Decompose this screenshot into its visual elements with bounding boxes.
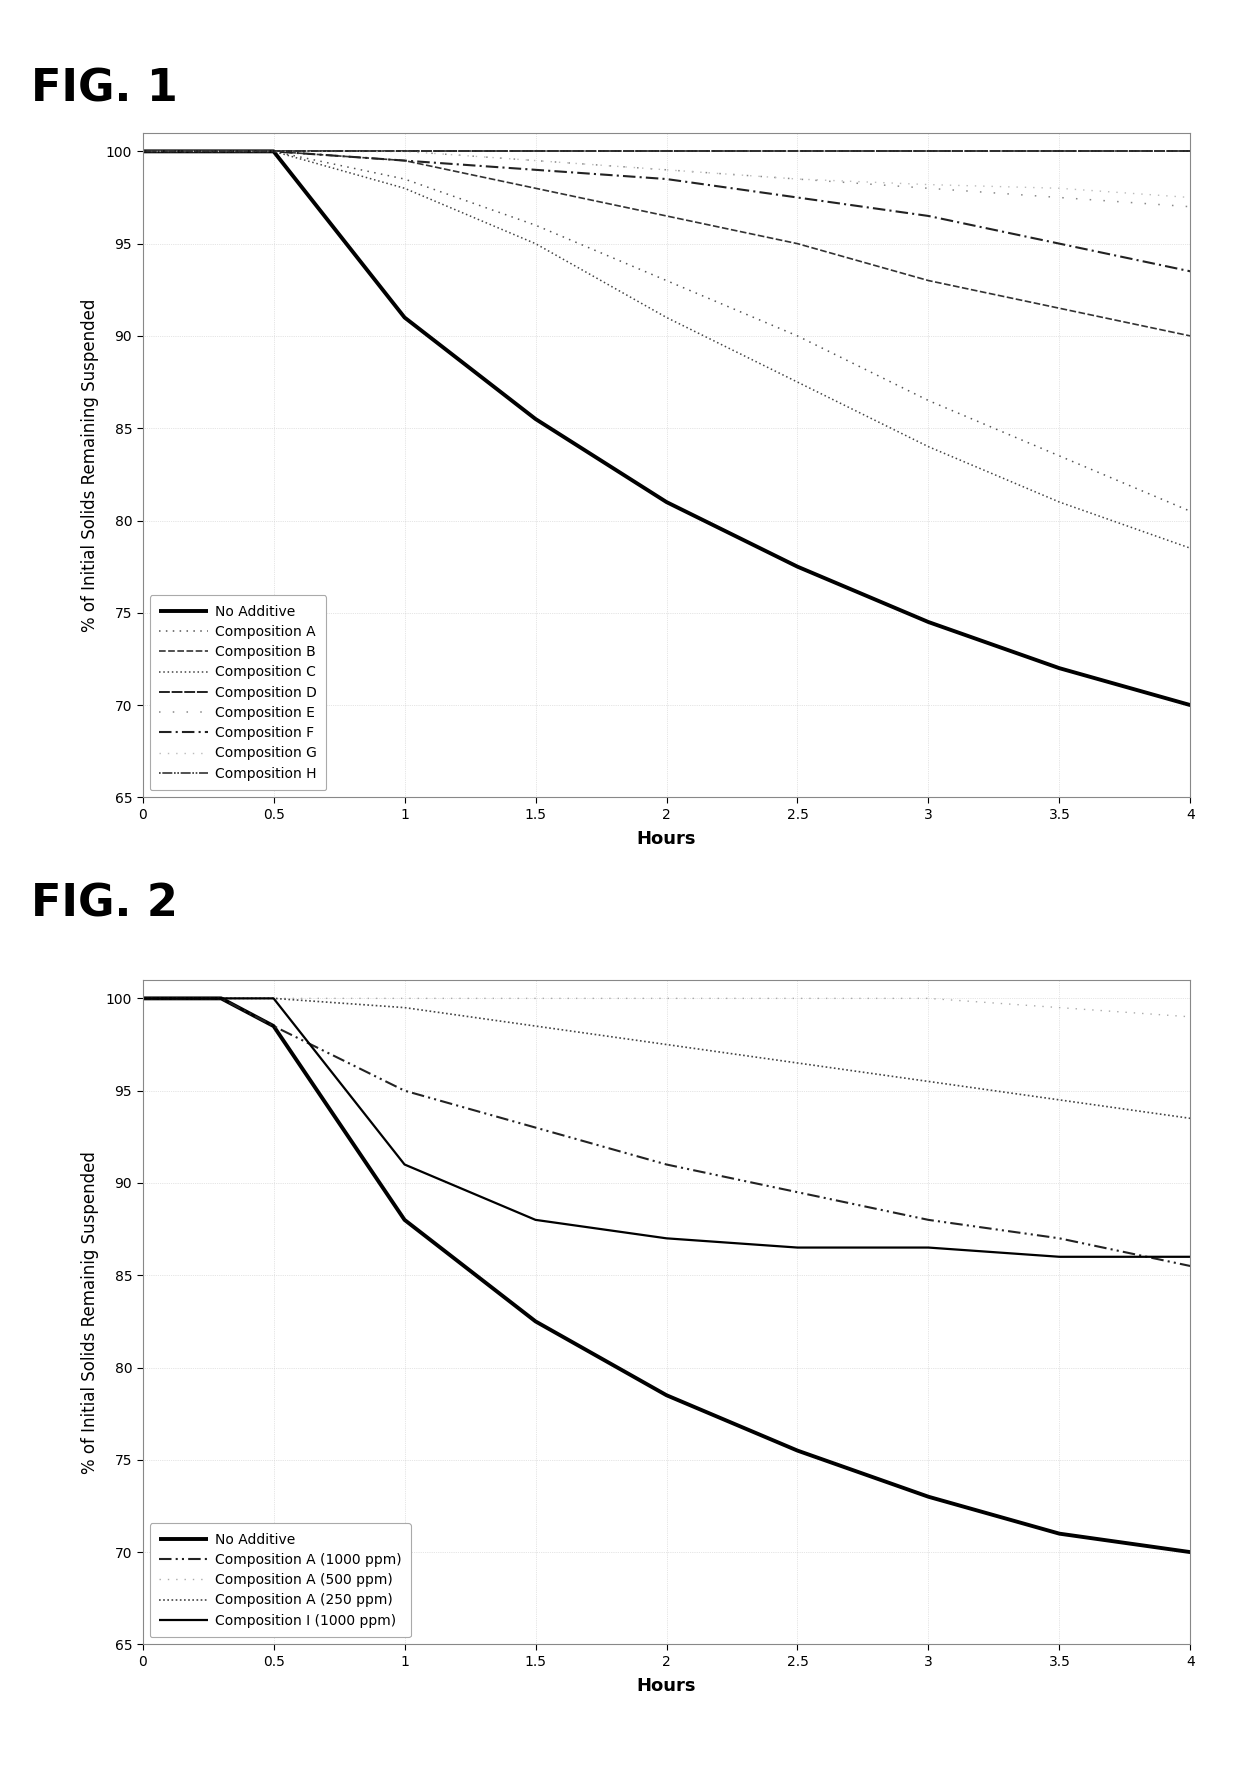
- X-axis label: Hours: Hours: [637, 1676, 696, 1696]
- X-axis label: Hours: Hours: [637, 829, 696, 849]
- Y-axis label: % of Initial Solids Remaining Suspended: % of Initial Solids Remaining Suspended: [81, 298, 99, 633]
- Legend: No Additive, Composition A (1000 ppm), Composition A (500 ppm), Composition A (2: No Additive, Composition A (1000 ppm), C…: [150, 1522, 412, 1637]
- Y-axis label: % of Initial Solids Remainig Suspended: % of Initial Solids Remainig Suspended: [81, 1150, 99, 1474]
- Text: FIG. 2: FIG. 2: [31, 882, 177, 925]
- Legend: No Additive, Composition A, Composition B, Composition C, Composition D, Composi: No Additive, Composition A, Composition …: [150, 595, 326, 790]
- Text: FIG. 1: FIG. 1: [31, 67, 177, 110]
